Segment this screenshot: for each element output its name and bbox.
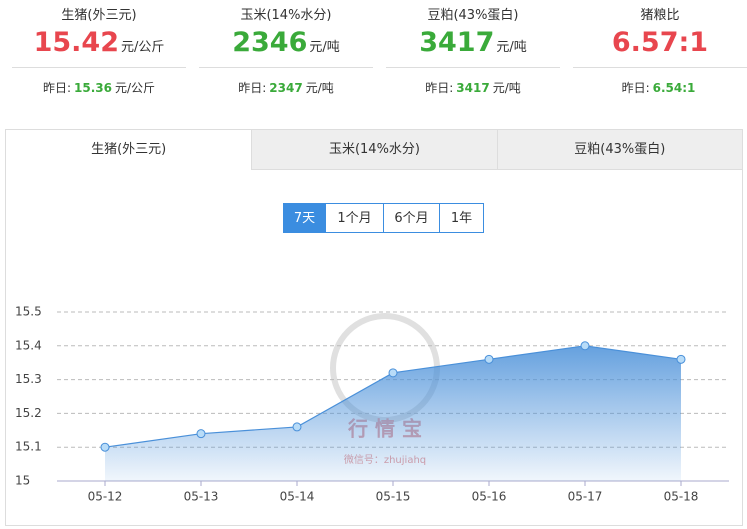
separator [386, 67, 560, 68]
card-label: 玉米(14%水分) [240, 8, 332, 23]
card-value: 15.42 [33, 27, 119, 58]
yesterday-row: 昨日: 3417 元/吨 [380, 79, 566, 96]
point [292, 422, 302, 432]
x-tick-label: 05-18 [664, 490, 699, 504]
x-tick-label: 05-17 [568, 490, 603, 504]
separator [573, 67, 747, 68]
yesterday-value: 6.54:1 [652, 81, 696, 95]
y-tick-label: 15.4 [15, 338, 42, 352]
x-tick-label: 05-16 [472, 490, 507, 504]
tab[interactable]: 玉米(14%水分) [251, 130, 497, 170]
card-value-row: 3417 元/吨 [380, 27, 566, 58]
x-tick-label: 05-15 [376, 490, 411, 504]
yesterday-unit: 元/公斤 [114, 81, 156, 95]
card-value-row: 2346 元/吨 [193, 27, 379, 58]
y-tick-label: 15.1 [15, 440, 42, 454]
card-label: 猪粮比 [640, 8, 680, 23]
point [580, 341, 590, 351]
point [100, 442, 110, 452]
card-value: 2346 [232, 27, 308, 58]
yesterday-value: 15.36 [74, 81, 112, 95]
x-tick-label: 05-13 [184, 490, 219, 504]
x-tick-label: 05-14 [280, 490, 315, 504]
price-card: 猪粮比 6.57:1 昨日: 6.54:1 [567, 0, 747, 110]
chart-panel: 生猪(外三元) 玉米(14%水分) 豆粕(43%蛋白) 7天 1个月 6个月 1年 [5, 129, 743, 526]
yesterday-unit: 元/吨 [305, 81, 334, 95]
card-unit: 元/吨 [309, 40, 340, 55]
yesterday-label: 昨日: [425, 81, 454, 95]
y-tick-label: 15 [15, 474, 30, 488]
card-value-row: 15.42 元/公斤 [6, 27, 192, 58]
y-tick-label: 15.3 [15, 372, 42, 386]
yesterday-row: 昨日: 6.54:1 [567, 79, 747, 96]
tab[interactable]: 豆粕(43%蛋白) [496, 130, 742, 170]
card-value: 3417 [419, 27, 495, 58]
yesterday-row: 昨日: 2347 元/吨 [193, 79, 379, 96]
range-button[interactable]: 7天 [283, 203, 326, 233]
price-card: 豆粕(43%蛋白) 3417 元/吨 昨日: 3417 元/吨 [380, 0, 566, 110]
separator [199, 67, 373, 68]
y-tick-label: 15.5 [15, 305, 42, 319]
yesterday-row: 昨日: 15.36 元/公斤 [6, 79, 192, 96]
yesterday-label: 昨日: [238, 81, 267, 95]
range-button[interactable]: 1个月 [325, 203, 384, 233]
x-tick-label: 05-12 [88, 490, 123, 504]
point [196, 429, 206, 439]
card-label: 生猪(外三元) [61, 8, 137, 23]
tab[interactable]: 生猪(外三元) [6, 130, 252, 170]
point [484, 354, 494, 364]
yesterday-value: 3417 [456, 81, 490, 95]
price-card: 玉米(14%水分) 2346 元/吨 昨日: 2347 元/吨 [193, 0, 379, 110]
point [388, 368, 398, 378]
card-unit: 元/吨 [496, 40, 527, 55]
card-unit: 元/公斤 [121, 40, 165, 55]
card-value: 6.57:1 [611, 27, 709, 58]
card-label: 豆粕(43%蛋白) [427, 8, 519, 23]
line-area [105, 345, 681, 481]
y-tick-label: 15.2 [15, 406, 42, 420]
card-value-row: 6.57:1 [567, 27, 747, 58]
range-button[interactable]: 6个月 [383, 203, 440, 233]
yesterday-label: 昨日: [42, 81, 72, 95]
yesterday-label: 昨日: [621, 81, 650, 95]
range-button[interactable]: 1年 [439, 203, 484, 233]
price-card: 生猪(外三元) 15.42 元/公斤 昨日: 15.36 元/公斤 [6, 0, 192, 110]
separator [12, 67, 186, 68]
point [676, 354, 686, 364]
yesterday-unit: 元/吨 [492, 81, 521, 95]
yesterday-value: 2347 [269, 81, 303, 95]
